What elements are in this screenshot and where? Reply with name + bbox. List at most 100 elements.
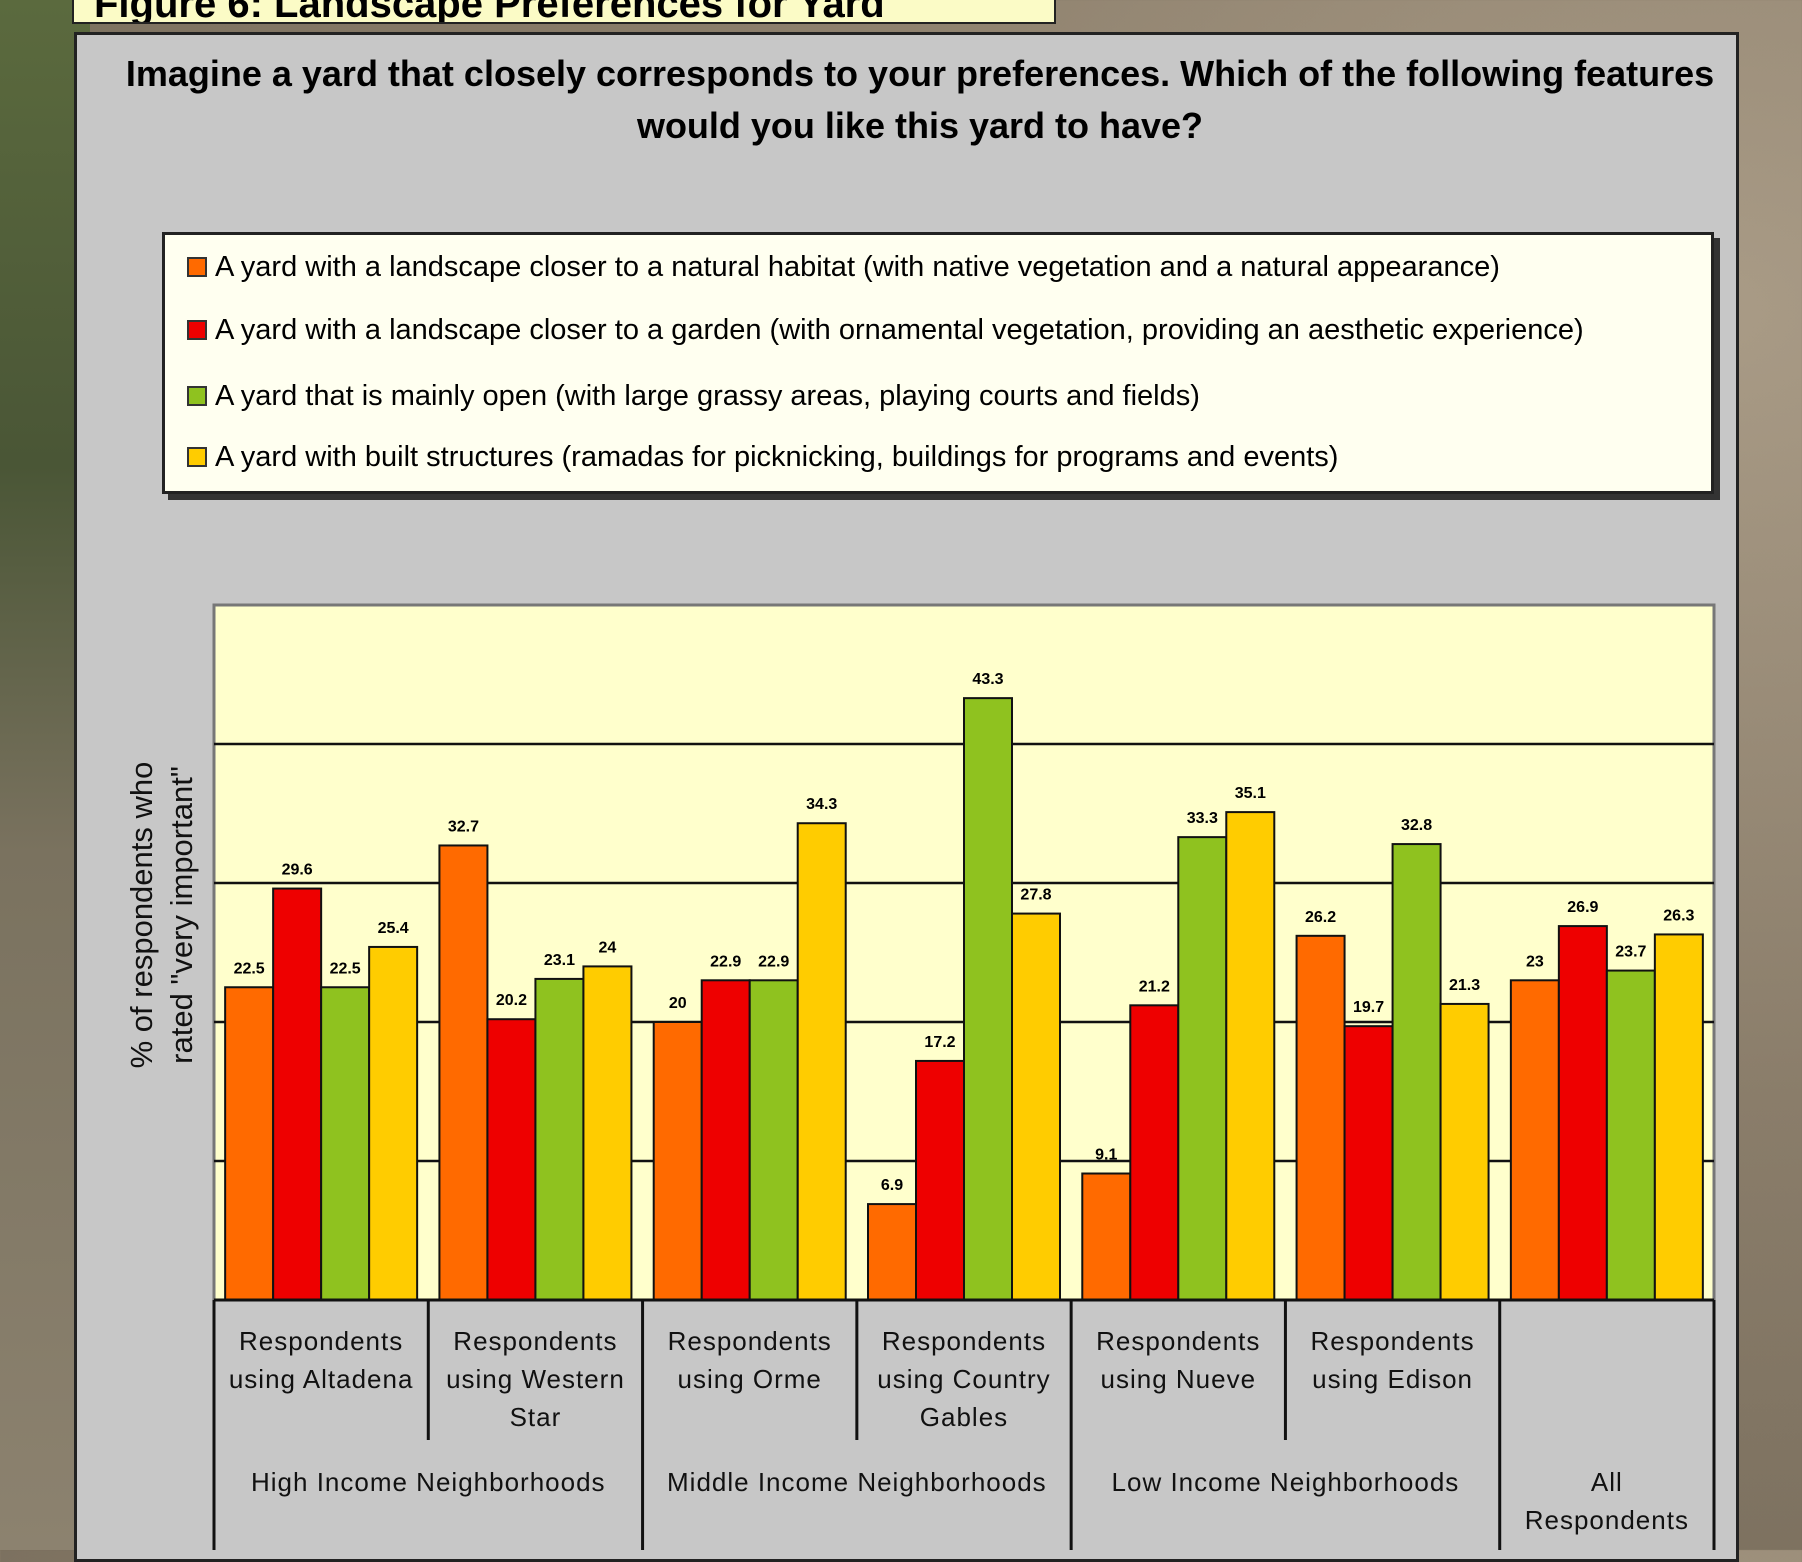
bar <box>1295 934 1346 1301</box>
data-label: 26.9 <box>1567 899 1598 916</box>
group-label: High Income Neighborhoods <box>214 1463 643 1501</box>
group-label-line: High Income Neighborhoods <box>251 1467 606 1497</box>
bar <box>1343 1025 1394 1302</box>
data-label: 22.5 <box>234 960 265 977</box>
bar <box>320 986 371 1301</box>
data-label: 29.6 <box>282 862 313 879</box>
chart-title: Imagine a yard that closely corresponds … <box>125 53 1715 146</box>
figure-title: Figure 6: Landscape Preferences for Yard <box>72 0 1056 24</box>
category-label: Respondents using Altadena <box>214 1322 428 1398</box>
bar <box>368 945 419 1301</box>
bar <box>748 979 799 1301</box>
data-label: 32.8 <box>1401 817 1432 834</box>
bar <box>1557 925 1608 1302</box>
data-label: 21.2 <box>1139 978 1170 995</box>
data-label: 19.7 <box>1353 999 1384 1016</box>
bar <box>1509 979 1560 1301</box>
category-label: Respondents using Western Star <box>428 1322 642 1436</box>
category-label-line: Respondents <box>1310 1326 1475 1356</box>
data-label: 17.2 <box>924 1034 955 1051</box>
category-label-line: using Country <box>877 1364 1051 1394</box>
bar <box>867 1203 917 1301</box>
category-label: Respondents using Nueve <box>1071 1322 1285 1398</box>
legend-swatch-garden <box>187 320 207 340</box>
group-label-line: Low Income Neighborhoods <box>1111 1467 1460 1497</box>
data-label: 25.4 <box>378 920 409 937</box>
legend-label-open: A yard that is mainly open (with large g… <box>215 379 1200 412</box>
data-label: 22.9 <box>710 953 741 970</box>
bar <box>915 1059 965 1302</box>
legend-label-natural-habitat: A yard with a landscape closer to a natu… <box>215 250 1500 283</box>
data-label: 26.2 <box>1305 909 1336 926</box>
bar <box>272 887 323 1301</box>
category-label-line: using Orme <box>677 1364 822 1394</box>
category-label-line: using Edison <box>1312 1364 1473 1394</box>
legend-item-garden: A yard with a landscape closer to a gard… <box>187 310 1584 350</box>
group-label: All Respondents <box>1500 1463 1714 1539</box>
legend-item-open: A yard that is mainly open (with large g… <box>187 376 1200 416</box>
data-label: 23.7 <box>1615 944 1646 961</box>
data-label: 43.3 <box>972 671 1003 688</box>
group-label-line: Middle Income Neighborhoods <box>667 1467 1047 1497</box>
data-label: 23.1 <box>544 952 575 969</box>
category-label-line: Respondents <box>453 1326 618 1356</box>
data-label: 21.3 <box>1449 977 1480 994</box>
bar <box>1605 969 1656 1301</box>
legend-label-garden: A yard with a landscape closer to a gard… <box>215 313 1584 346</box>
legend: A yard with a landscape closer to a natu… <box>162 232 1714 494</box>
data-label: 24 <box>599 939 617 956</box>
category-label: Respondents using Country Gables <box>857 1322 1071 1436</box>
data-label: 33.3 <box>1187 810 1218 827</box>
bar <box>1081 1172 1132 1302</box>
bar <box>486 1018 537 1301</box>
bar <box>700 979 751 1301</box>
legend-swatch-built-structures <box>187 447 207 467</box>
legend-item-built-structures: A yard with built structures (ramadas fo… <box>187 437 1338 477</box>
category-label: Respondents using Edison <box>1285 1322 1499 1398</box>
bar <box>1177 836 1228 1301</box>
legend-swatch-natural-habitat <box>187 257 207 277</box>
bar <box>1653 933 1704 1301</box>
data-label: 22.5 <box>330 960 361 977</box>
bar <box>582 965 633 1302</box>
bar <box>534 977 585 1301</box>
legend-label-built-structures: A yard with built structures (ramadas fo… <box>215 440 1339 473</box>
bar <box>796 822 847 1301</box>
category-label-line: Respondents <box>239 1326 404 1356</box>
data-label: 23 <box>1526 953 1544 970</box>
bar <box>652 1021 703 1301</box>
bar <box>963 697 1013 1301</box>
data-label: 20 <box>669 995 687 1012</box>
legend-item-natural-habitat: A yard with a landscape closer to a natu… <box>187 247 1500 287</box>
category-label-line: using Altadena <box>228 1364 414 1394</box>
group-label-line: Respondents <box>1524 1505 1689 1535</box>
data-label: 9.1 <box>1095 1147 1117 1164</box>
bar <box>1391 843 1442 1302</box>
data-label: 27.8 <box>1020 887 1051 904</box>
legend-swatch-open <box>187 386 207 406</box>
group-label-line: All <box>1590 1467 1623 1497</box>
data-label: 35.1 <box>1235 785 1266 802</box>
data-label: 34.3 <box>806 796 837 813</box>
bar <box>438 844 489 1301</box>
data-label: 6.9 <box>881 1177 903 1194</box>
bar <box>224 986 275 1301</box>
category-label-line: Respondents <box>881 1326 1047 1356</box>
group-label: Low Income Neighborhoods <box>1071 1463 1500 1501</box>
data-label: 20.2 <box>496 992 527 1009</box>
bar <box>1011 912 1061 1302</box>
category-label: Respondents using Orme <box>643 1322 857 1398</box>
category-label-line: Star <box>509 1402 562 1432</box>
category-label-line: using Western <box>446 1364 625 1394</box>
category-label-line: using Nueve <box>1100 1364 1257 1394</box>
bar <box>1225 811 1276 1301</box>
category-label-line: Gables <box>919 1402 1009 1432</box>
group-label: Middle Income Neighborhoods <box>643 1463 1072 1501</box>
category-label-line: Respondents <box>667 1326 832 1356</box>
category-label-line: Respondents <box>1096 1326 1261 1356</box>
data-label: 32.7 <box>448 818 479 835</box>
bar <box>1439 1002 1490 1301</box>
data-label: 22.9 <box>758 953 789 970</box>
data-label: 26.3 <box>1663 907 1694 924</box>
